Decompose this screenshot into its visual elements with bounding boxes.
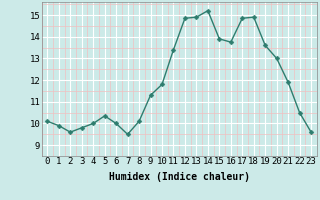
X-axis label: Humidex (Indice chaleur): Humidex (Indice chaleur) [109, 172, 250, 182]
